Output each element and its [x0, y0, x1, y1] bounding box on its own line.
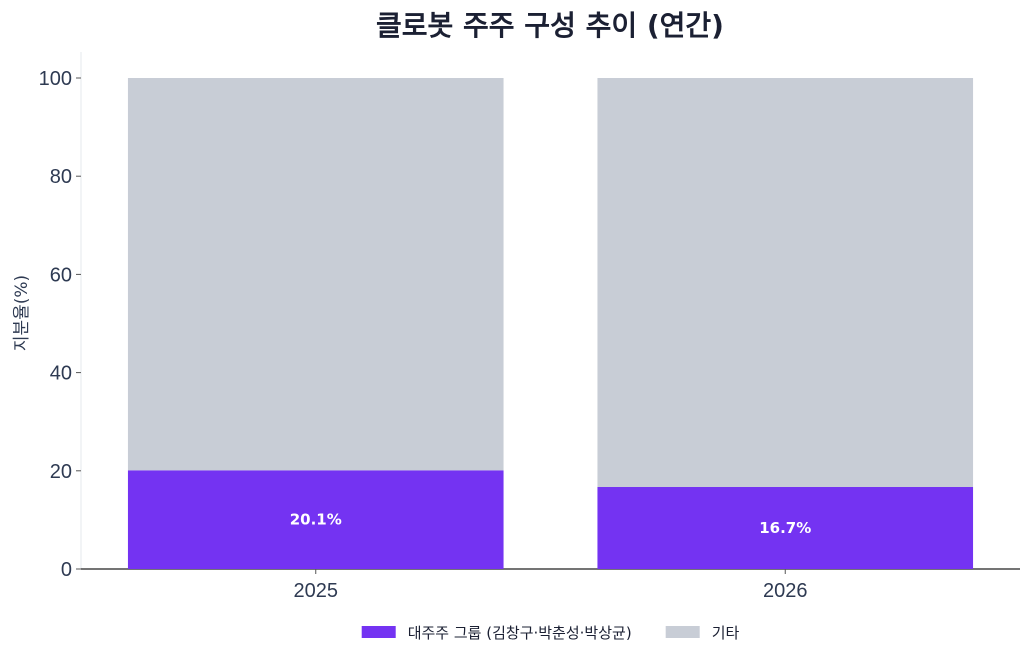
plot-area: 0 20 40 60 80 100 20.1% 2025 16.7% 2026: [39, 52, 1020, 602]
y-axis-label: 지분율(%): [12, 275, 32, 351]
data-label: 16.7%: [759, 519, 811, 537]
bar-segment: [597, 487, 974, 569]
chart-title: 클로봇 주주 구성 추이 (연간): [376, 9, 724, 42]
x-tick-label: 2025: [294, 580, 339, 602]
y-tick-label: 40: [50, 363, 72, 385]
y-tick-label: 80: [50, 166, 72, 188]
legend-swatch: [665, 626, 700, 638]
bar-segment: [597, 78, 974, 488]
y-tick-label: 0: [61, 559, 72, 581]
x-tick-label: 2026: [763, 580, 808, 602]
legend-label: 대주주 그룹 (김창구·박춘성·박상균): [408, 624, 632, 642]
legend: 대주주 그룹 (김창구·박춘성·박상균) 기타: [361, 624, 740, 642]
legend-label: 기타: [712, 624, 740, 642]
legend-swatch: [361, 626, 396, 638]
bar-segment: [127, 470, 504, 569]
y-tick-label: 20: [50, 461, 72, 483]
bar-segment: [127, 78, 504, 471]
y-tick-label: 100: [39, 68, 72, 90]
data-label: 20.1%: [290, 511, 342, 529]
y-tick-label: 60: [50, 264, 72, 286]
